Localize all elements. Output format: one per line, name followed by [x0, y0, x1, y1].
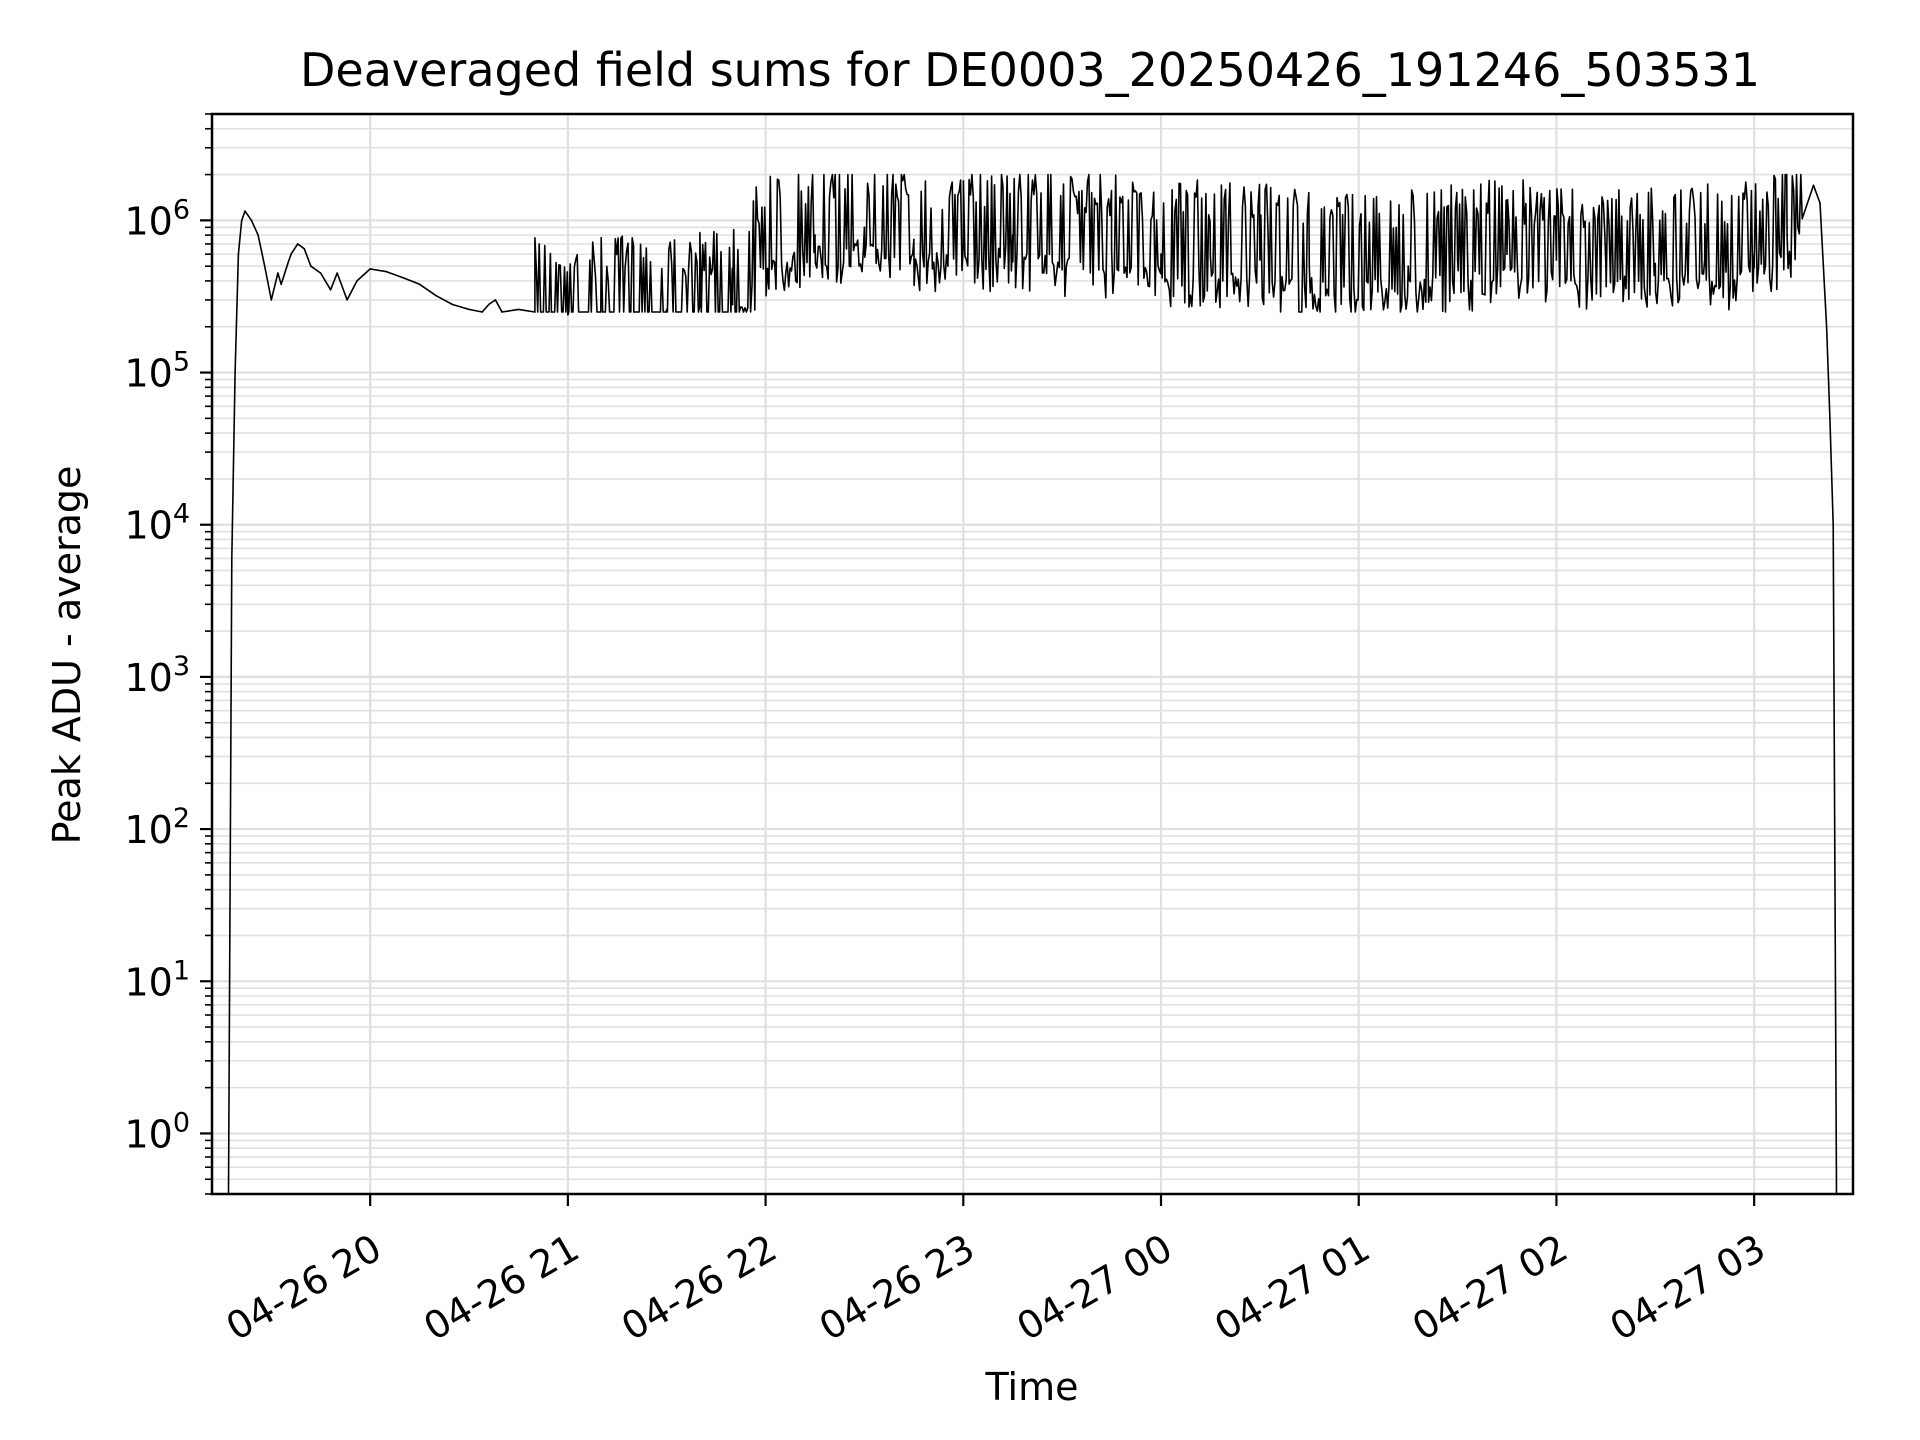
- x-tick-label: 04-27 02: [1405, 1226, 1575, 1350]
- data-point: [336, 272, 339, 274]
- x-tick-label: 04-27 03: [1603, 1226, 1773, 1350]
- data-point: [1829, 417, 1831, 420]
- data-point: [764, 243, 767, 245]
- data-point: [1456, 259, 1459, 261]
- y-tick-label: 101: [124, 955, 190, 1004]
- data-point: [346, 299, 348, 301]
- data-point: [1506, 253, 1508, 255]
- data-point: [237, 253, 240, 255]
- data-point: [814, 234, 816, 236]
- data-point: [257, 234, 259, 236]
- data-point: [303, 248, 306, 250]
- data-point: [1011, 234, 1014, 236]
- data-point: [534, 311, 536, 313]
- data-point: [385, 270, 388, 273]
- data-point: [1753, 253, 1755, 255]
- data-point: [1110, 248, 1113, 250]
- data-point: [1812, 184, 1815, 187]
- x-tick-label: 04-26 22: [614, 1226, 784, 1350]
- data-point: [481, 311, 484, 313]
- data-point: [488, 303, 490, 306]
- data-point: [1786, 234, 1788, 236]
- data-point: [1259, 259, 1261, 261]
- data-point: [280, 283, 283, 286]
- data-point: [1407, 265, 1409, 268]
- x-tick-label: 04-26 23: [812, 1226, 982, 1350]
- y-axis-label: Peak ADU - average: [45, 466, 89, 845]
- data-point: [310, 265, 312, 268]
- x-tick-label: 04-26 20: [219, 1226, 389, 1350]
- series-line: [227, 173, 1838, 1195]
- y-tick-label: 103: [124, 651, 190, 700]
- data-point: [234, 371, 236, 374]
- data-point: [567, 313, 569, 316]
- data-point: [1832, 523, 1834, 526]
- x-tick-label: 04-27 00: [1010, 1226, 1180, 1350]
- x-axis-label: Time: [985, 1365, 1079, 1409]
- chart-title: Deaveraged field sums for DE0003_2025042…: [300, 43, 1760, 97]
- y-tick-label: 102: [124, 803, 190, 852]
- data-point: [600, 311, 602, 313]
- data-point: [1825, 325, 1828, 328]
- y-tick-label: 105: [124, 347, 190, 396]
- plot-frame: [210, 112, 1855, 1196]
- data-point: [369, 268, 372, 270]
- data-point: [1308, 265, 1311, 268]
- data-point: [468, 308, 470, 311]
- data-point: [296, 243, 299, 245]
- data-point: [319, 272, 322, 274]
- data-point: [962, 243, 965, 245]
- x-tick-label: 04-26 21: [416, 1226, 586, 1350]
- data-point: [1605, 265, 1607, 268]
- data-point: [244, 210, 246, 212]
- minor-gridlines: [212, 113, 1853, 1195]
- data-point: [290, 253, 292, 255]
- y-tick-label: 106: [124, 194, 190, 243]
- data-point: [1654, 262, 1657, 265]
- data-point: [863, 226, 866, 229]
- data-point: [270, 299, 273, 301]
- data-point: [665, 308, 668, 311]
- data-point: [402, 276, 404, 279]
- data-point: [1061, 243, 1063, 245]
- data-point: [356, 280, 358, 282]
- data-point: [1209, 255, 1212, 258]
- data-point: [240, 219, 243, 222]
- data-point: [517, 308, 520, 311]
- data-point: [418, 283, 421, 286]
- data-point: [1819, 202, 1821, 204]
- data-point: [698, 306, 701, 308]
- y-tick-label: 100: [124, 1107, 190, 1156]
- data-point: [501, 311, 503, 313]
- data-point: [633, 311, 635, 313]
- x-tick-label: 04-27 01: [1207, 1226, 1377, 1350]
- data-point: [277, 272, 279, 274]
- data-point: [263, 265, 266, 268]
- data-point: [731, 303, 734, 306]
- data-point: [1703, 259, 1706, 261]
- data-point: [1555, 259, 1558, 261]
- data-point: [435, 294, 437, 297]
- y-axis-ticks: 100 101 102 103 104 105 106: [124, 113, 212, 1195]
- data-point: [287, 262, 289, 265]
- series-layer: [227, 173, 1838, 1195]
- data-point: [451, 303, 454, 306]
- data-point: [913, 238, 915, 241]
- data-point: [231, 557, 233, 560]
- data-point: [1357, 268, 1360, 270]
- data-point: [550, 311, 553, 313]
- y-tick-label: 104: [124, 499, 190, 548]
- x-axis-ticks: 04-26 20 04-26 21 04-26 22 04-26 23 04-27 00…: [219, 1194, 1773, 1349]
- data-point: [494, 299, 497, 301]
- data-point: [250, 219, 253, 222]
- data-point: [329, 289, 332, 291]
- data-point: [1160, 253, 1162, 255]
